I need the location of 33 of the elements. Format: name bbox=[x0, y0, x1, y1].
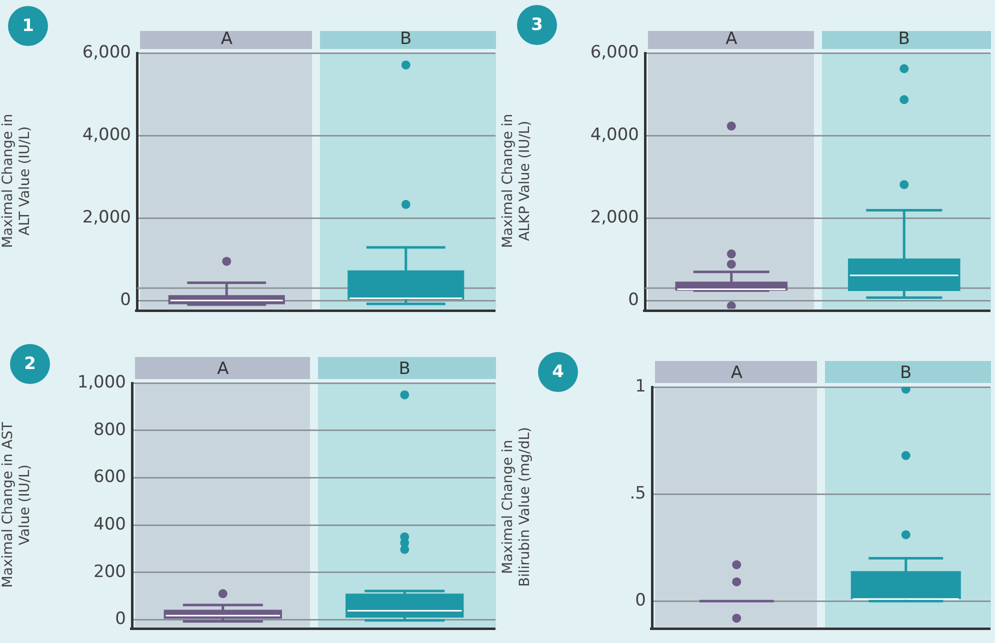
y-tick-label: 0 bbox=[635, 590, 646, 611]
x-tick-label: B bbox=[398, 359, 410, 380]
y-tick-label: 4,000 bbox=[82, 124, 131, 145]
x-tick-label: A bbox=[730, 363, 743, 384]
y-tick-label: 400 bbox=[94, 514, 126, 534]
y-tick-label: 1 bbox=[635, 376, 646, 396]
y-axis-title: Maximal Change in Bilirubin Value (mg/dL) bbox=[500, 427, 533, 587]
y-tick-label: 600 bbox=[94, 467, 126, 488]
y-tick-label: 6,000 bbox=[590, 42, 639, 62]
y-tick-label: 2,000 bbox=[590, 207, 639, 228]
x-tick-label: B bbox=[400, 29, 412, 50]
y-tick-label: 800 bbox=[94, 420, 126, 440]
y-tick-label: 4,000 bbox=[590, 124, 639, 145]
y-axis-title: Maximal Change in ALT Value (IU/L) bbox=[0, 114, 33, 248]
chart-title: 3 bbox=[517, 5, 557, 45]
chart-title: 4 bbox=[538, 352, 578, 392]
x-tick-label: A bbox=[726, 29, 738, 50]
y-tick-label: 6,000 bbox=[82, 42, 131, 62]
y-tick-label: 0 bbox=[115, 609, 126, 630]
x-tick-label: B bbox=[900, 363, 912, 384]
y-tick-label: 200 bbox=[94, 562, 126, 582]
y-tick-label: 1,000 bbox=[77, 372, 126, 392]
y-tick-label: .5 bbox=[630, 483, 646, 504]
chart-title: 1 bbox=[8, 6, 48, 46]
y-axis-title: Maximal Change in AST Value (IU/L) bbox=[0, 422, 33, 588]
x-tick-label: B bbox=[898, 29, 910, 50]
chart-title: 2 bbox=[10, 344, 50, 384]
y-tick-label: 0 bbox=[628, 290, 639, 310]
y-axis-title: Maximal Change in ALKP Value (IU/L) bbox=[500, 114, 533, 248]
y-tick-label: 2,000 bbox=[82, 207, 131, 228]
x-tick-label: A bbox=[220, 29, 233, 50]
y-tick-label: 0 bbox=[120, 290, 131, 310]
x-tick-label: A bbox=[217, 359, 230, 380]
